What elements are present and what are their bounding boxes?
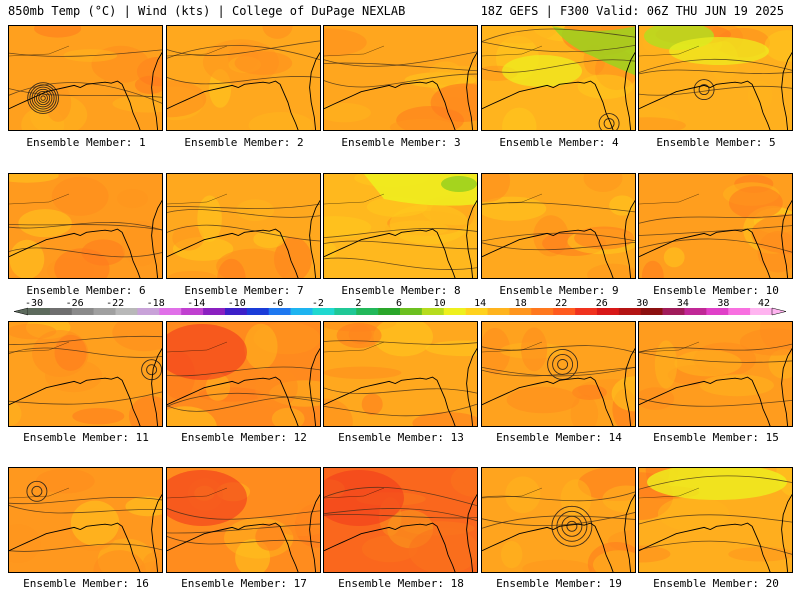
ensemble-member-map — [323, 467, 478, 573]
colorbar-swatch — [400, 308, 423, 315]
ensemble-member-map — [323, 25, 478, 131]
colorbar-swatch — [421, 308, 445, 315]
ensemble-member-map — [8, 467, 163, 573]
ensemble-member-map — [323, 321, 478, 427]
ensemble-member-caption: Ensemble Member: 20 — [653, 577, 779, 590]
colorbar-swatch — [465, 308, 488, 315]
ensemble-member-map — [481, 467, 636, 573]
ensemble-member-caption: Ensemble Member: 10 — [653, 284, 779, 297]
ensemble-member-caption: Ensemble Member: 6 — [26, 284, 146, 297]
ensemble-member-caption: Ensemble Member: 15 — [653, 431, 779, 444]
colorbar-tick-label: 22 — [555, 298, 567, 309]
ensemble-member-caption: Ensemble Member: 8 — [341, 284, 461, 297]
ensemble-member-map — [638, 467, 793, 573]
colorbar-swatch — [662, 308, 685, 315]
colorbar-swatch — [728, 308, 751, 315]
ensemble-member-map — [638, 173, 793, 279]
colorbar-swatch — [203, 308, 226, 315]
colorbar-swatch — [28, 308, 51, 315]
ensemble-member-map — [8, 173, 163, 279]
colorbar-swatch — [224, 308, 248, 315]
colorbar-tick-label: 38 — [717, 298, 729, 309]
ensemble-member-caption: Ensemble Member: 19 — [496, 577, 622, 590]
colorbar-tick-label: 10 — [434, 298, 446, 309]
colorbar-swatch — [750, 308, 773, 315]
ensemble-member-map — [166, 173, 321, 279]
colorbar-swatch — [115, 308, 138, 315]
ensemble-member-caption: Ensemble Member: 4 — [499, 136, 619, 149]
colorbar-tick-label: -26 — [66, 298, 84, 309]
ensemble-member-caption: Ensemble Member: 1 — [26, 136, 146, 149]
colorbar-swatch — [596, 308, 620, 315]
ensemble-member-caption: Ensemble Member: 13 — [338, 431, 464, 444]
colorbar-left-arrow — [13, 307, 29, 316]
ensemble-member-caption: Ensemble Member: 11 — [23, 431, 149, 444]
colorbar-swatch — [356, 308, 379, 315]
colorbar-right-arrow — [771, 307, 787, 316]
ensemble-member-caption: Ensemble Member: 5 — [656, 136, 776, 149]
colorbar-swatch — [93, 308, 116, 315]
colorbar-tick-label: 18 — [515, 298, 527, 309]
chart-title-right: 18Z GEFS | F300 Valid: 06Z THU JUN 19 20… — [480, 4, 784, 18]
ensemble-member-map — [8, 321, 163, 427]
colorbar-swatch — [640, 308, 663, 315]
colorbar-swatch — [531, 308, 554, 315]
colorbar-swatch — [509, 308, 532, 315]
colorbar-swatch — [312, 308, 335, 315]
colorbar-tick-label: 26 — [596, 298, 608, 309]
colorbar-tick-label: -10 — [228, 298, 246, 309]
colorbar-swatch — [618, 308, 641, 315]
ensemble-member-map — [481, 25, 636, 131]
colorbar-tick-label: 14 — [474, 298, 486, 309]
ensemble-member-caption: Ensemble Member: 9 — [499, 284, 619, 297]
colorbar-tick-label: -6 — [271, 298, 283, 309]
temperature-colorbar: -30 -26 -22 -18 -14 -10 -6 -2 2 6 10 14 18 22 26 30 34 38… — [13, 298, 787, 316]
colorbar-tick-label: 6 — [396, 298, 402, 309]
colorbar-swatch — [71, 308, 94, 315]
ensemble-member-map — [481, 321, 636, 427]
ensemble-member-caption: Ensemble Member: 18 — [338, 577, 464, 590]
colorbar-swatch — [268, 308, 291, 315]
colorbar-swatch — [553, 308, 576, 315]
ensemble-member-caption: Ensemble Member: 14 — [496, 431, 622, 444]
colorbar-swatch — [684, 308, 707, 315]
ensemble-member-map — [8, 25, 163, 131]
colorbar-swatch — [290, 308, 313, 315]
colorbar-swatch — [181, 308, 204, 315]
ensemble-member-map — [638, 321, 793, 427]
colorbar-swatch — [159, 308, 182, 315]
ensemble-member-map — [638, 25, 793, 131]
ensemble-member-map — [166, 25, 321, 131]
ensemble-member-map — [323, 173, 478, 279]
colorbar-swatch — [49, 308, 73, 315]
chart-title-left: 850mb Temp (°C) | Wind (kts) | College o… — [8, 4, 406, 18]
colorbar-swatch — [378, 308, 401, 315]
colorbar-tick-label: -2 — [312, 298, 324, 309]
colorbar-tick-label: 30 — [636, 298, 648, 309]
ensemble-member-caption: Ensemble Member: 12 — [181, 431, 307, 444]
ensemble-member-map — [166, 321, 321, 427]
colorbar-tick-label: -14 — [187, 298, 205, 309]
colorbar-swatch — [575, 308, 598, 315]
ensemble-member-caption: Ensemble Member: 16 — [23, 577, 149, 590]
colorbar-tick-label: -22 — [106, 298, 124, 309]
ensemble-member-caption: Ensemble Member: 7 — [184, 284, 304, 297]
colorbar-swatch — [487, 308, 510, 315]
colorbar-swatch — [443, 308, 466, 315]
ensemble-member-caption: Ensemble Member: 3 — [341, 136, 461, 149]
ensemble-member-map — [166, 467, 321, 573]
ensemble-member-caption: Ensemble Member: 17 — [181, 577, 307, 590]
colorbar-swatch — [334, 308, 357, 315]
colorbar-tick-label: 2 — [355, 298, 361, 309]
colorbar-swatch — [246, 308, 269, 315]
colorbar-tick-label: 34 — [677, 298, 689, 309]
colorbar-tick-label: -30 — [25, 298, 43, 309]
colorbar-tick-label: -18 — [147, 298, 165, 309]
colorbar-swatch — [706, 308, 729, 315]
colorbar-tick-label: 42 — [758, 298, 770, 309]
ensemble-member-map — [481, 173, 636, 279]
ensemble-member-caption: Ensemble Member: 2 — [184, 136, 304, 149]
colorbar-swatch — [137, 308, 160, 315]
